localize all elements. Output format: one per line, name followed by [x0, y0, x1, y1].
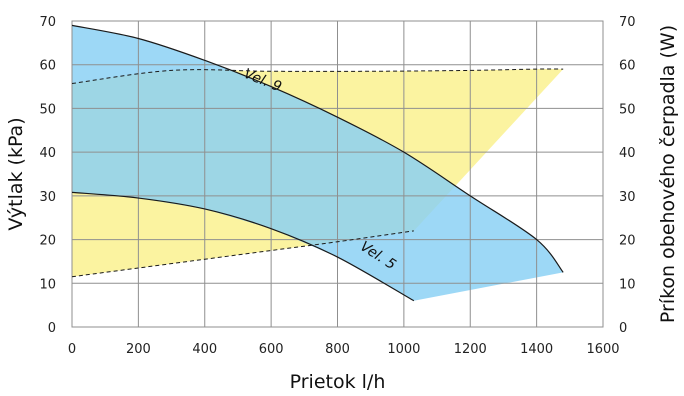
y2-tick-label: 50: [619, 102, 636, 117]
y2-tick-label: 70: [619, 15, 636, 30]
y-tick-label: 50: [39, 102, 56, 117]
x-tick-label: 1400: [520, 342, 553, 357]
areas-layer: [72, 25, 564, 301]
y-tick-label: 30: [39, 190, 56, 205]
y2-tick-label: 60: [619, 59, 636, 74]
y2-tick-label: 0: [619, 321, 627, 336]
x-axis-title: Prietok l/h: [290, 371, 386, 393]
y2-tick-label: 20: [619, 234, 636, 249]
x-tick-label: 1600: [586, 342, 619, 357]
y2-tick-label: 40: [619, 146, 636, 161]
y-tick-label: 10: [39, 277, 56, 292]
series-line-vel5: [71, 191, 415, 302]
x-tick-label: 1200: [454, 342, 487, 357]
pressure-range-area: [72, 25, 564, 301]
x-tick-label: 0: [68, 342, 76, 357]
curves-layer: [71, 24, 564, 302]
y-tick-label: 70: [39, 15, 56, 30]
grid-layer: [71, 20, 604, 328]
y-tick-label: 40: [39, 146, 56, 161]
y2-tick-label: 30: [619, 190, 636, 205]
power-line-min: [71, 230, 414, 278]
power-line-max: [71, 68, 564, 85]
y-tick-label: 0: [48, 321, 56, 336]
y2-axis-title: Príkon obehového čerpadla (W): [657, 25, 679, 323]
x-tick-label: 800: [325, 342, 350, 357]
y-tick-label: 60: [39, 59, 56, 74]
x-tick-label: 400: [192, 342, 217, 357]
y-axis-title: Výtlak (kPa): [5, 117, 27, 230]
series-line-vel9: [71, 24, 564, 273]
y2-tick-label: 10: [619, 277, 636, 292]
x-tick-label: 600: [259, 342, 284, 357]
x-tick-label: 1000: [387, 342, 420, 357]
y-tick-label: 20: [39, 234, 56, 249]
plot-frame: [71, 20, 604, 328]
x-tick-label: 200: [126, 342, 151, 357]
